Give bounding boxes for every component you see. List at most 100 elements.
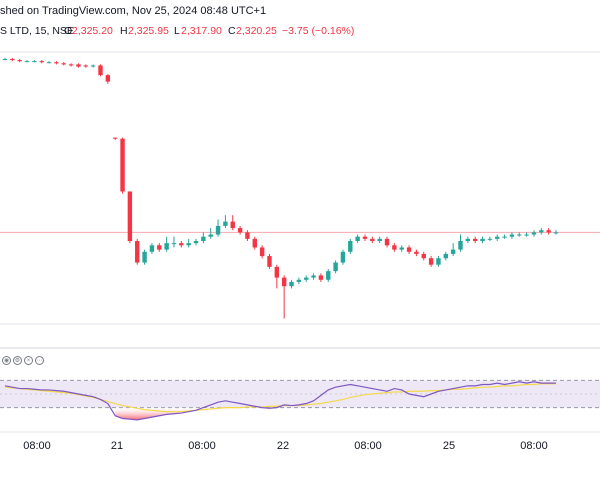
candle-body bbox=[24, 61, 30, 63]
candle-body bbox=[480, 238, 485, 241]
low-label: L bbox=[174, 25, 180, 37]
candle-body bbox=[311, 275, 316, 278]
candle-body bbox=[90, 65, 96, 67]
candle-body bbox=[142, 251, 147, 263]
candle-body bbox=[436, 258, 441, 265]
rsi-line bbox=[4, 381, 556, 421]
close-label: C bbox=[228, 25, 236, 37]
candle-body bbox=[399, 247, 404, 250]
candle-body bbox=[281, 277, 287, 287]
candle-body bbox=[120, 138, 125, 192]
candle-body bbox=[193, 241, 199, 244]
candle-body bbox=[428, 258, 434, 265]
close-value: 2,320.25 bbox=[236, 25, 277, 37]
x-axis-label: 08:00 bbox=[354, 440, 382, 452]
candle-body bbox=[157, 245, 162, 250]
candle-body bbox=[340, 251, 346, 263]
candle-body bbox=[304, 277, 309, 280]
high-value: 2,325.95 bbox=[128, 25, 169, 37]
candle-body bbox=[274, 266, 280, 278]
candle-body bbox=[355, 236, 360, 241]
candle-body bbox=[135, 241, 140, 263]
candle-body bbox=[105, 75, 111, 82]
candle-body bbox=[487, 238, 493, 240]
x-axis-label: 08:00 bbox=[188, 440, 216, 452]
candle-body bbox=[186, 243, 191, 246]
candle-body bbox=[39, 61, 44, 63]
settings-icon[interactable]: ⚙ bbox=[13, 356, 22, 365]
candle-body bbox=[370, 238, 375, 241]
candle-body bbox=[502, 236, 507, 238]
candle-body bbox=[414, 251, 419, 254]
published-header: shed on TradingView.com, Nov 25, 2024 08… bbox=[0, 0, 600, 22]
candle-body bbox=[326, 271, 331, 280]
candle-body bbox=[112, 137, 118, 139]
candle-body bbox=[149, 245, 155, 252]
candle-body bbox=[392, 245, 397, 250]
candle-body bbox=[289, 281, 294, 287]
x-axis-label: 22 bbox=[276, 440, 290, 452]
candle-body bbox=[215, 225, 221, 235]
more-icon[interactable]: ⋯ bbox=[35, 356, 44, 365]
candle-body bbox=[267, 256, 272, 267]
candle-body bbox=[377, 238, 382, 241]
low-value: 2,317.90 bbox=[181, 25, 222, 37]
candle-body bbox=[531, 232, 537, 235]
candle-body bbox=[83, 65, 89, 67]
candle-body bbox=[208, 234, 213, 237]
candle-body bbox=[458, 241, 463, 250]
close-icon[interactable]: × bbox=[24, 356, 33, 365]
open-value: 2,325.20 bbox=[72, 25, 113, 37]
candle-body bbox=[61, 63, 66, 65]
candle-body bbox=[98, 65, 103, 76]
rsi-toolbar: ◉ ⚙ × ⋯ bbox=[0, 356, 50, 368]
candle-body bbox=[495, 236, 500, 239]
candle-body bbox=[384, 238, 390, 246]
candle-body bbox=[553, 232, 559, 234]
candle-body bbox=[509, 234, 515, 237]
candle-body bbox=[333, 262, 338, 272]
candle-body bbox=[230, 221, 235, 229]
candle-body bbox=[472, 238, 478, 241]
candle-body bbox=[245, 232, 250, 239]
candle-body bbox=[127, 191, 133, 241]
candle-body bbox=[164, 243, 169, 250]
candle-body bbox=[362, 236, 368, 239]
candle-body bbox=[179, 243, 184, 246]
x-axis-label: 21 bbox=[110, 440, 124, 452]
candle-body bbox=[237, 228, 243, 233]
candle-body bbox=[443, 253, 449, 259]
candle-body bbox=[2, 59, 8, 60]
candle-body bbox=[348, 241, 353, 252]
x-axis-label: 25 bbox=[442, 440, 456, 452]
candle-body bbox=[76, 64, 81, 67]
candle-body bbox=[421, 253, 426, 259]
candle-body bbox=[10, 59, 15, 61]
candle-body bbox=[546, 230, 551, 233]
candle-body bbox=[465, 238, 471, 241]
candle-body bbox=[296, 279, 302, 282]
published-text: shed on TradingView.com, Nov 25, 2024 08… bbox=[0, 5, 267, 17]
x-axis-label: 08:00 bbox=[520, 440, 548, 452]
candle-body bbox=[32, 61, 37, 63]
candle-body bbox=[201, 236, 206, 241]
candle-body bbox=[524, 234, 529, 236]
candle-body bbox=[252, 238, 257, 248]
candle-body bbox=[17, 60, 22, 62]
candle-body bbox=[223, 221, 228, 226]
candle-body bbox=[46, 62, 52, 64]
symbol-label[interactable]: S LTD, 15, NSE bbox=[0, 25, 74, 37]
high-label: H bbox=[120, 25, 128, 37]
candle-body bbox=[450, 249, 456, 254]
ohlc-legend: S LTD, 15, NSE O 2,325.20 H 2,325.95 L 2… bbox=[0, 22, 600, 40]
eye-icon[interactable]: ◉ bbox=[2, 356, 11, 365]
candle-body bbox=[54, 62, 59, 64]
candle-body bbox=[171, 243, 177, 245]
candle-body bbox=[68, 64, 74, 66]
candle-body bbox=[318, 275, 324, 280]
candle-body bbox=[517, 234, 522, 236]
open-label: O bbox=[64, 25, 73, 37]
change-value: −3.75 (−0.16%) bbox=[282, 25, 355, 37]
rsi-oversold-fill bbox=[115, 407, 270, 420]
